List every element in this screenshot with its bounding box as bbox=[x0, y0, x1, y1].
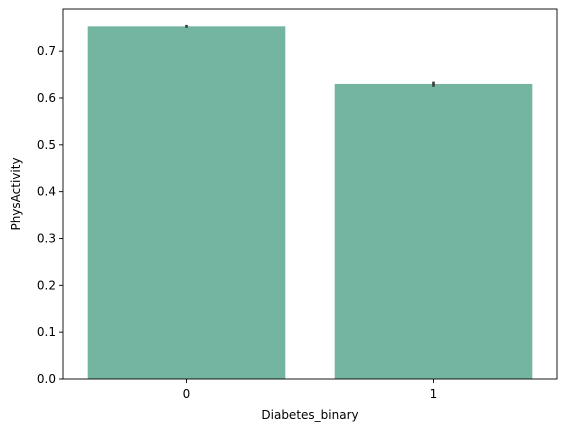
y-axis-label: PhysActivity bbox=[9, 157, 23, 230]
bar-0 bbox=[87, 26, 286, 380]
y-tick-label: 0.0 bbox=[37, 372, 56, 386]
y-tick-label: 0.7 bbox=[37, 44, 56, 58]
bars-group bbox=[87, 26, 533, 380]
y-tick-label: 0.4 bbox=[37, 185, 56, 199]
x-tick-label: 1 bbox=[430, 387, 438, 401]
y-tick-label: 0.5 bbox=[37, 138, 56, 152]
y-tick-label: 0.2 bbox=[37, 278, 56, 292]
error-bars-group bbox=[185, 24, 435, 87]
bar-1 bbox=[334, 83, 533, 379]
y-tick-label: 0.1 bbox=[37, 325, 56, 339]
y-axis-ticks: 0.0 0.1 0.2 0.3 0.4 0.5 0.6 0.7 bbox=[37, 44, 63, 386]
x-tick-label: 0 bbox=[183, 387, 191, 401]
axes-frame bbox=[62, 8, 558, 380]
y-tick-label: 0.3 bbox=[37, 231, 56, 245]
y-tick-label: 0.6 bbox=[37, 91, 56, 105]
x-axis-label: Diabetes_binary bbox=[261, 408, 358, 422]
